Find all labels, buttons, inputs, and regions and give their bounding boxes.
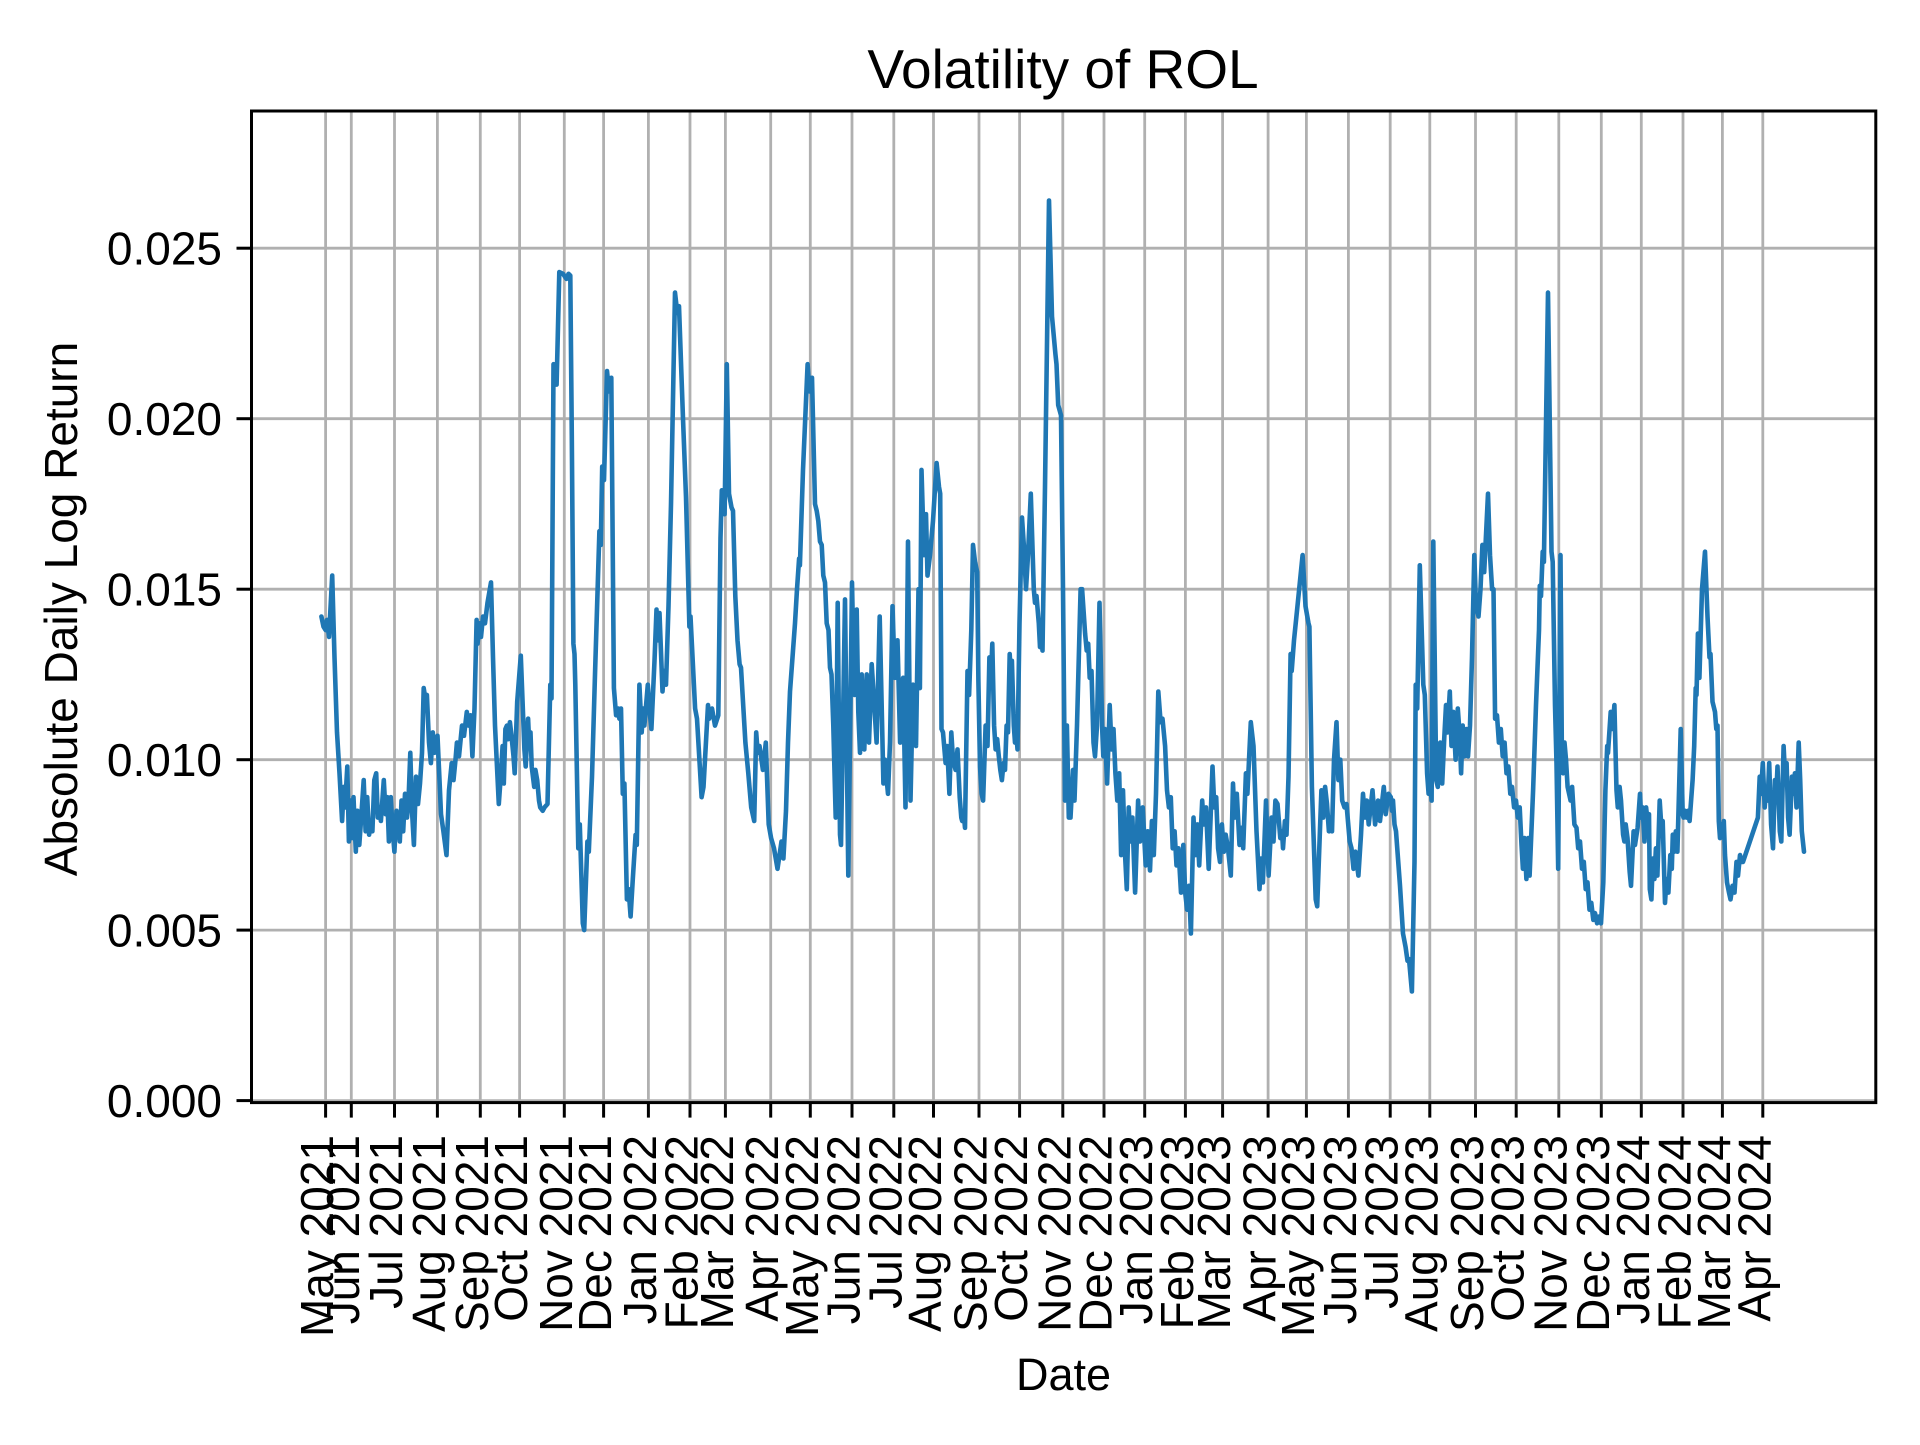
svg-text:Apr 2022: Apr 2022 bbox=[736, 1135, 788, 1322]
svg-text:Dec 2021: Dec 2021 bbox=[569, 1135, 621, 1332]
svg-text:Oct 2022: Oct 2022 bbox=[985, 1135, 1037, 1322]
svg-text:Jul 2023: Jul 2023 bbox=[1356, 1135, 1408, 1309]
svg-text:Jul 2021: Jul 2021 bbox=[360, 1135, 412, 1309]
svg-text:Jan 2022: Jan 2022 bbox=[614, 1135, 666, 1324]
svg-text:Sep 2022: Sep 2022 bbox=[945, 1135, 997, 1332]
svg-text:0.015: 0.015 bbox=[107, 564, 222, 616]
svg-text:Nov 2022: Nov 2022 bbox=[1028, 1135, 1080, 1332]
svg-text:Jan 2024: Jan 2024 bbox=[1607, 1135, 1659, 1324]
svg-text:Jan 2023: Jan 2023 bbox=[1110, 1135, 1162, 1324]
svg-text:Jun 2021: Jun 2021 bbox=[317, 1135, 369, 1324]
svg-text:Jun 2023: Jun 2023 bbox=[1314, 1135, 1366, 1324]
svg-text:Aug 2022: Aug 2022 bbox=[899, 1135, 951, 1332]
svg-text:Oct 2021: Oct 2021 bbox=[485, 1135, 537, 1322]
svg-text:0.000: 0.000 bbox=[107, 1075, 222, 1127]
svg-text:May 2023: May 2023 bbox=[1272, 1135, 1324, 1337]
svg-text:Date: Date bbox=[1016, 1349, 1111, 1400]
svg-text:0.025: 0.025 bbox=[107, 223, 222, 275]
svg-text:May 2021: May 2021 bbox=[291, 1135, 343, 1337]
svg-text:Aug 2021: Aug 2021 bbox=[403, 1135, 455, 1332]
svg-text:0.005: 0.005 bbox=[107, 905, 222, 957]
svg-text:Jun 2022: Jun 2022 bbox=[818, 1135, 870, 1324]
svg-text:Feb 2022: Feb 2022 bbox=[656, 1135, 708, 1329]
svg-text:Feb 2024: Feb 2024 bbox=[1649, 1135, 1701, 1329]
svg-text:Sep 2021: Sep 2021 bbox=[446, 1135, 498, 1332]
svg-text:Apr 2024: Apr 2024 bbox=[1728, 1135, 1780, 1322]
svg-text:Mar 2022: Mar 2022 bbox=[691, 1135, 743, 1329]
svg-text:Volatility of ROL: Volatility of ROL bbox=[867, 38, 1258, 100]
svg-text:Aug 2023: Aug 2023 bbox=[1395, 1135, 1447, 1332]
svg-text:Nov 2023: Nov 2023 bbox=[1524, 1135, 1576, 1332]
svg-text:Oct 2023: Oct 2023 bbox=[1482, 1135, 1534, 1322]
svg-text:Dec 2023: Dec 2023 bbox=[1567, 1135, 1619, 1332]
svg-text:Jul 2022: Jul 2022 bbox=[859, 1135, 911, 1309]
svg-text:Absolute Daily Log Return: Absolute Daily Log Return bbox=[35, 342, 87, 876]
svg-text:Apr 2023: Apr 2023 bbox=[1234, 1135, 1286, 1322]
svg-text:Dec 2022: Dec 2022 bbox=[1070, 1135, 1122, 1332]
svg-text:0.010: 0.010 bbox=[107, 734, 222, 786]
svg-text:0.020: 0.020 bbox=[107, 393, 222, 445]
svg-text:Nov 2021: Nov 2021 bbox=[530, 1135, 582, 1332]
svg-text:Mar 2024: Mar 2024 bbox=[1688, 1135, 1740, 1329]
svg-text:Feb 2023: Feb 2023 bbox=[1151, 1135, 1203, 1329]
svg-text:May 2022: May 2022 bbox=[776, 1135, 828, 1337]
svg-text:Sep 2023: Sep 2023 bbox=[1441, 1135, 1493, 1332]
svg-text:Mar 2023: Mar 2023 bbox=[1188, 1135, 1240, 1329]
